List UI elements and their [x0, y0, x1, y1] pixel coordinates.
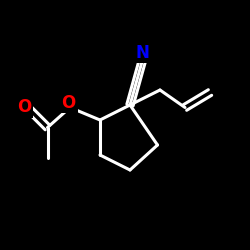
Text: N: N: [136, 44, 149, 62]
Text: O: O: [62, 94, 76, 112]
Text: O: O: [16, 98, 31, 116]
